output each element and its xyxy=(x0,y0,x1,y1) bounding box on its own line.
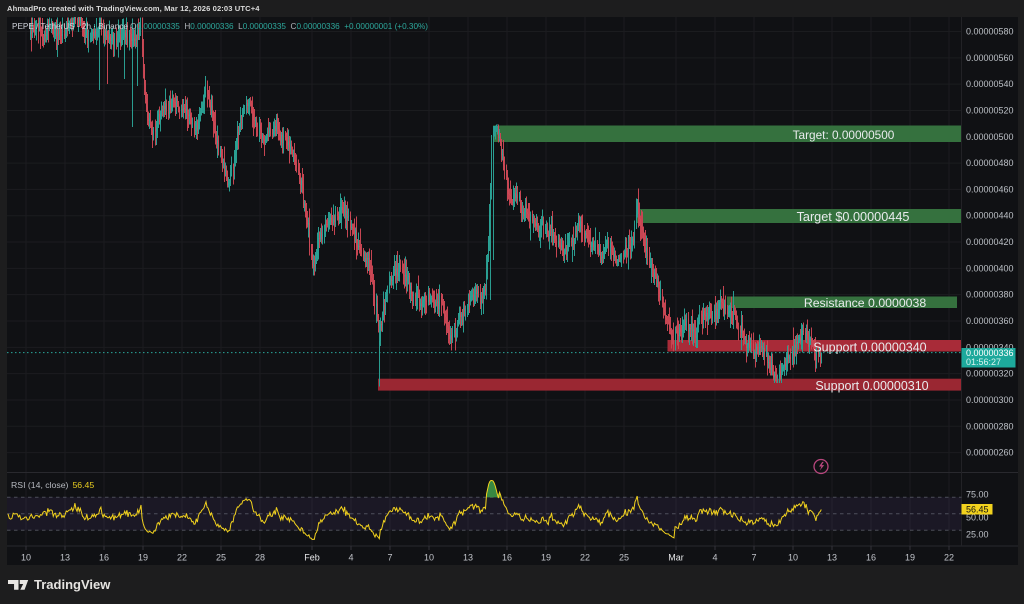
svg-text:75.00: 75.00 xyxy=(966,490,989,500)
svg-text:25.00: 25.00 xyxy=(966,530,989,540)
svg-text:0.00000580: 0.00000580 xyxy=(966,27,1014,37)
svg-text:22: 22 xyxy=(580,553,590,563)
svg-text:0.00000560: 0.00000560 xyxy=(966,53,1014,63)
svg-text:0.00000320: 0.00000320 xyxy=(966,369,1014,379)
svg-text:0.00000400: 0.00000400 xyxy=(966,263,1014,273)
svg-text:7: 7 xyxy=(387,553,392,563)
svg-text:7: 7 xyxy=(751,553,756,563)
svg-text:28: 28 xyxy=(255,553,265,563)
svg-text:Resistance 0.0000038: Resistance 0.0000038 xyxy=(804,296,927,310)
svg-text:0.00000500: 0.00000500 xyxy=(966,132,1014,142)
svg-text:0.00000280: 0.00000280 xyxy=(966,421,1014,431)
svg-text:13: 13 xyxy=(827,553,837,563)
svg-text:0.00000420: 0.00000420 xyxy=(966,237,1014,247)
svg-text:Support 0.00000340: Support 0.00000340 xyxy=(813,341,926,355)
svg-text:10: 10 xyxy=(788,553,798,563)
svg-text:0.00000336: 0.00000336 xyxy=(966,348,1014,358)
svg-text:56.45: 56.45 xyxy=(966,505,989,515)
svg-text:4: 4 xyxy=(712,553,717,563)
svg-text:19: 19 xyxy=(138,553,148,563)
svg-text:13: 13 xyxy=(60,553,70,563)
svg-text:13: 13 xyxy=(463,553,473,563)
svg-text:0.00000540: 0.00000540 xyxy=(966,79,1014,89)
svg-text:Mar: Mar xyxy=(668,553,684,563)
svg-text:19: 19 xyxy=(541,553,551,563)
svg-text:0.00000360: 0.00000360 xyxy=(966,316,1014,326)
svg-text:22: 22 xyxy=(944,553,954,563)
svg-text:50.00: 50.00 xyxy=(966,513,989,523)
svg-text:25: 25 xyxy=(619,553,629,563)
svg-text:22: 22 xyxy=(177,553,187,563)
svg-text:10: 10 xyxy=(424,553,434,563)
svg-text:16: 16 xyxy=(866,553,876,563)
svg-text:0.00000440: 0.00000440 xyxy=(966,211,1014,221)
svg-text:Support 0.00000310: Support 0.00000310 xyxy=(815,379,928,393)
svg-text:25: 25 xyxy=(216,553,226,563)
svg-text:0.00000520: 0.00000520 xyxy=(966,105,1014,115)
svg-text:0.00000260: 0.00000260 xyxy=(966,448,1014,458)
svg-text:Target: 0.00000500: Target: 0.00000500 xyxy=(793,128,895,142)
svg-text:Target $0.00000445: Target $0.00000445 xyxy=(797,210,910,224)
svg-text:19: 19 xyxy=(905,553,915,563)
svg-text:4: 4 xyxy=(348,553,353,563)
svg-text:0.00000460: 0.00000460 xyxy=(966,184,1014,194)
svg-text:16: 16 xyxy=(99,553,109,563)
svg-text:0.00000340: 0.00000340 xyxy=(966,342,1014,352)
svg-text:Feb: Feb xyxy=(304,553,320,563)
svg-text:0.00000480: 0.00000480 xyxy=(966,158,1014,168)
svg-text:0.00000300: 0.00000300 xyxy=(966,395,1014,405)
svg-text:16: 16 xyxy=(502,553,512,563)
svg-text:01:56:27: 01:56:27 xyxy=(966,357,1001,367)
svg-text:10: 10 xyxy=(21,553,31,563)
svg-text:0.00000380: 0.00000380 xyxy=(966,290,1014,300)
